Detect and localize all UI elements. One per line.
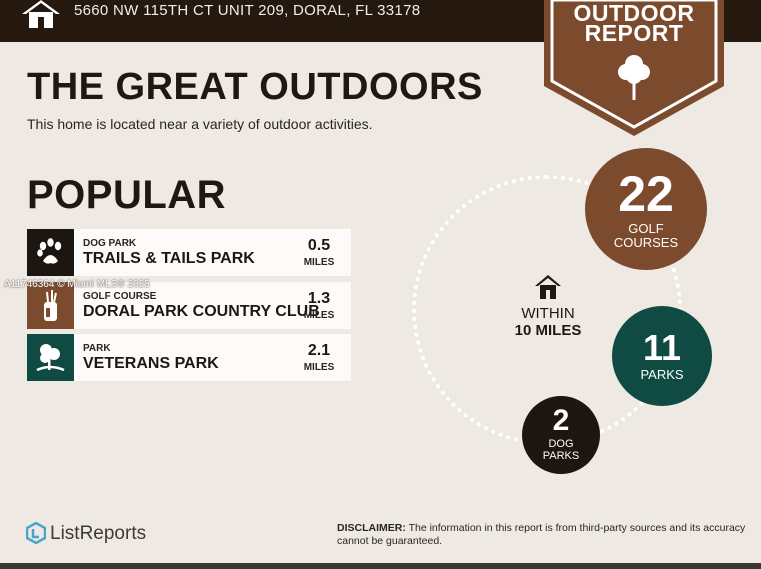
tree-icon (618, 55, 650, 100)
popular-item-dog-park: DOG PARK TRAILS & TAILS PARK 0.5 MILES (27, 229, 351, 276)
within-label: WITHIN (521, 305, 575, 322)
popular-heading: POPULAR (27, 173, 227, 217)
page-subtitle: This home is located near a variety of o… (27, 116, 373, 132)
item-name: DORAL PARK COUNTRY CLUB (83, 303, 320, 320)
home-icon (535, 275, 561, 299)
item-type: GOLF COURSE (83, 291, 157, 302)
item-distance: 2.1 (307, 342, 331, 359)
item-type: DOG PARK (83, 238, 137, 249)
popular-item-park: PARK VETERANS PARK 2.1 MILES (27, 334, 351, 381)
dog-parks-count-circle: 2 DOG PARKS (522, 396, 600, 474)
park-icon (27, 334, 74, 381)
bottom-strip (0, 563, 761, 569)
home-icon (22, 0, 60, 28)
parks-count: 11 (642, 327, 682, 368)
dog-parks-label-line1: DOG (548, 438, 574, 450)
golf-courses-label-line2: COURSES (613, 235, 679, 250)
popular-item-golf-course: GOLF COURSE DORAL PARK COUNTRY CLUB 1.3 … (27, 282, 351, 329)
mls-watermark: A11746364 © Miami MLS® 2025 (4, 279, 150, 290)
golf-courses-label-line1: GOLF (628, 221, 664, 236)
golf-courses-count-circle: 22 GOLF COURSES (585, 148, 707, 270)
item-type: PARK (83, 343, 111, 354)
disclaimer: DISCLAIMER: The information in this repo… (337, 522, 747, 548)
disclaimer-text: The information in this report is from t… (337, 522, 746, 547)
item-name: VETERANS PARK (83, 355, 219, 372)
item-distance-unit: MILES (303, 257, 335, 268)
dog-parks-label-line2: PARKS (542, 450, 580, 462)
item-name: TRAILS & TAILS PARK (83, 250, 255, 267)
badge-title-outdoor: OUTDOOR (573, 0, 695, 26)
page-title: THE GREAT OUTDOORS (27, 66, 483, 108)
item-distance-unit: MILES (303, 310, 335, 321)
paw-icon (27, 229, 74, 276)
parks-label: PARKS (640, 367, 684, 382)
badge-title-report: REPORT (584, 20, 684, 46)
item-distance: 1.3 (307, 290, 331, 307)
disclaimer-label: DISCLAIMER: (337, 522, 406, 534)
item-distance-unit: MILES (303, 362, 335, 373)
golf-bag-icon (27, 282, 74, 329)
golf-courses-count: 22 (618, 166, 674, 222)
dog-parks-count: 2 (552, 404, 570, 437)
parks-count-circle: 11 PARKS (612, 306, 712, 406)
listreports-logo-text: ListReports (50, 523, 147, 544)
property-address: 5660 NW 115TH CT UNIT 209, DORAL, FL 331… (74, 2, 421, 19)
listreports-logo-icon (26, 522, 46, 544)
within-distance: 10 MILES (514, 322, 582, 339)
item-distance: 0.5 (307, 237, 331, 254)
